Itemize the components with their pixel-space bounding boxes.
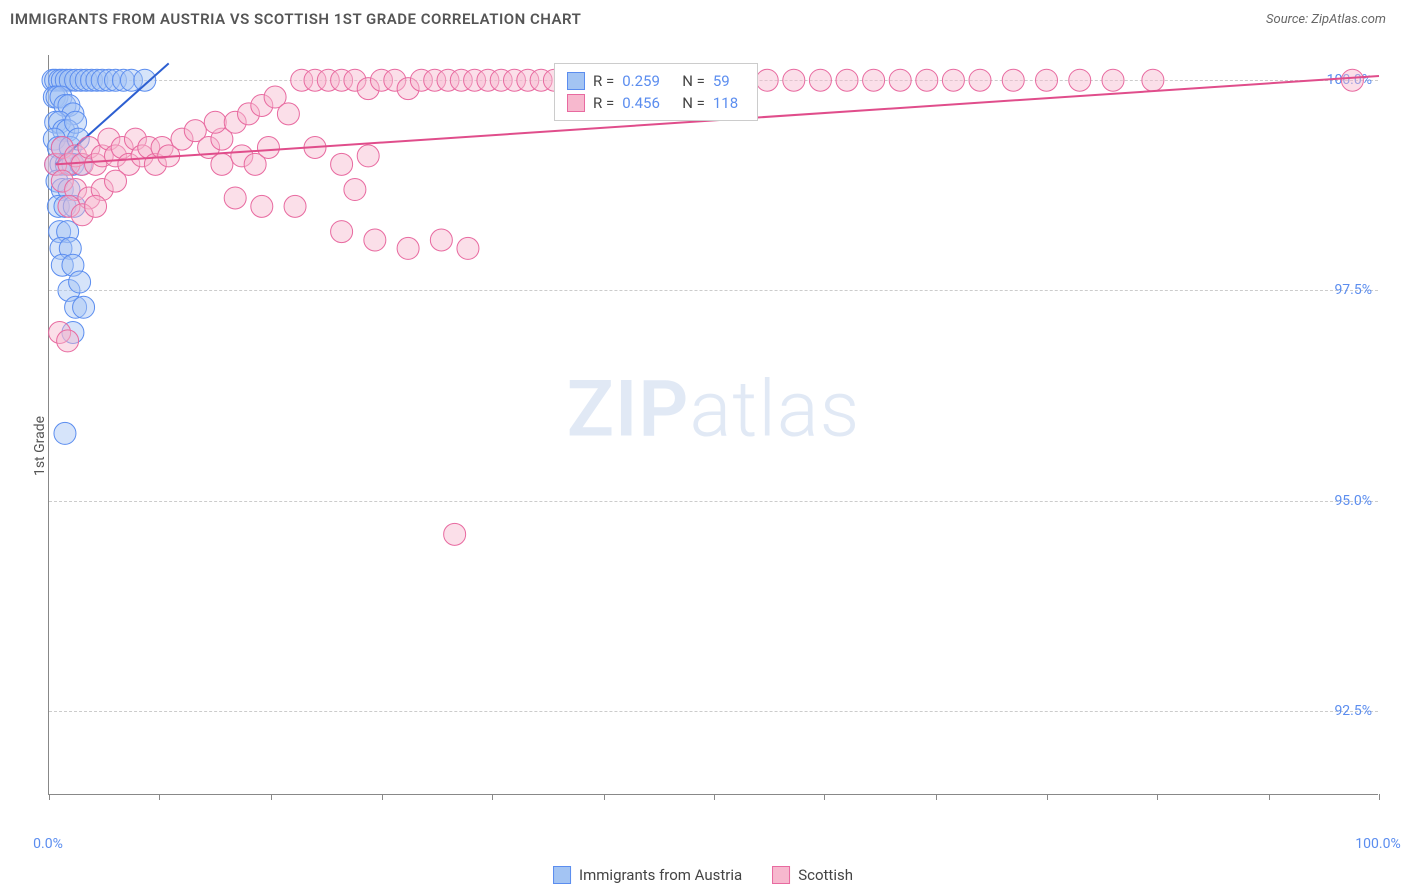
x-tick [1047,794,1048,800]
stats-legend: R = 0.259 N = 59 R = 0.456 N = 118 [554,63,758,121]
stats-legend-row: R = 0.456 N = 118 [567,92,745,114]
x-tick [382,794,383,800]
data-point [54,422,76,444]
data-point [430,229,452,251]
data-point [457,237,479,259]
x-tick [1157,794,1158,800]
chart-plot-area: ZIPatlas R =0.259N =59R =0.456N =118 92.… [48,55,1378,795]
data-point [889,69,911,91]
data-point [809,69,831,91]
data-point [357,145,379,167]
data-point [756,69,778,91]
n-label: N = [682,72,705,90]
n-label: N = [682,94,705,112]
scatter-svg [49,55,1378,794]
legend-swatch [772,866,790,884]
y-axis-label: 1st Grade [32,416,48,476]
legend-swatch [553,866,571,884]
r-value: 0.456 [622,94,674,112]
n-value: 59 [713,72,745,90]
data-point [1002,69,1024,91]
data-point [251,195,273,217]
data-point [331,221,353,243]
chart-title: IMMIGRANTS FROM AUSTRIA VS SCOTTISH 1ST … [10,10,581,28]
series-legend: Immigrants from Austria Scottish [553,866,853,884]
legend-item: Immigrants from Austria [553,866,742,884]
x-tick [936,794,937,800]
data-point [331,153,353,175]
data-point [364,229,386,251]
r-label: R = [593,72,614,90]
data-point [344,179,366,201]
data-point [1036,69,1058,91]
data-point [969,69,991,91]
x-tick [604,794,605,800]
legend-label: Scottish [798,866,853,884]
legend-swatch [567,72,585,90]
x-tick [1269,794,1270,800]
data-point [1341,69,1363,91]
data-point [783,69,805,91]
legend-label: Immigrants from Austria [579,866,742,884]
data-point [69,271,91,293]
data-point [257,137,279,159]
x-tick [492,794,493,800]
x-tick [1379,794,1380,800]
data-point [1069,69,1091,91]
data-point [942,69,964,91]
legend-item: Scottish [772,866,853,884]
chart-header: IMMIGRANTS FROM AUSTRIA VS SCOTTISH 1ST … [0,0,1406,34]
data-point [134,69,156,91]
data-point [204,111,226,133]
x-tick [714,794,715,800]
x-tick [824,794,825,800]
data-point [73,296,95,318]
data-point [57,330,79,352]
legend-swatch [567,94,585,112]
data-point [397,237,419,259]
data-point [836,69,858,91]
data-point [1102,69,1124,91]
r-value: 0.259 [622,72,674,90]
r-label: R = [593,94,614,112]
x-tick [49,794,50,800]
data-point [85,195,107,217]
n-value: 118 [713,94,745,112]
data-point [444,523,466,545]
data-point [105,170,127,192]
data-point [277,103,299,125]
x-tick-label: 0.0% [33,836,63,852]
data-point [224,187,246,209]
x-tick [159,794,160,800]
data-point [863,69,885,91]
x-tick [271,794,272,800]
stats-legend-row: R = 0.259 N = 59 [567,70,745,92]
data-point [916,69,938,91]
data-point [1142,69,1164,91]
chart-source: Source: ZipAtlas.com [1266,12,1386,27]
data-point [284,195,306,217]
x-tick-label: 100.0% [1355,836,1400,852]
data-point [211,153,233,175]
